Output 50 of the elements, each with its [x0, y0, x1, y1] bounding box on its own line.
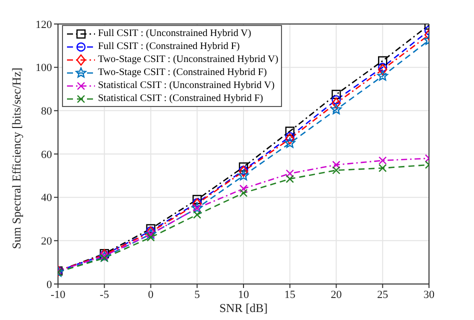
point [285, 133, 294, 144]
x-tick-label: -5 [100, 288, 110, 301]
y-axis-title: Sum Spectral Efficiency [bits/sec/Hz] [9, 68, 24, 249]
point [239, 188, 248, 198]
x-tick-label: 10 [238, 288, 250, 301]
point [192, 194, 202, 204]
point [193, 210, 202, 219]
y-tick-label: 80 [41, 106, 52, 118]
point [239, 184, 248, 193]
x-axis-title: SNR [dB] [219, 301, 268, 315]
y-tick-label: 100 [36, 62, 52, 74]
point [330, 104, 342, 114]
legend-label: Statistical CSIT : (Constrained Hybrid F) [98, 92, 264, 104]
point [332, 95, 341, 104]
x-tick-label: 5 [194, 288, 200, 301]
point [146, 224, 156, 234]
point [238, 170, 249, 180]
y-tick-label: 20 [41, 236, 52, 248]
x-tick-label: -10 [50, 288, 66, 301]
point [378, 164, 387, 172]
legend-label: Statistical CSIT : (Unconstrained Hybrid V) [98, 80, 275, 92]
point [378, 64, 388, 76]
point [286, 169, 294, 178]
point [378, 62, 388, 72]
x-tick-label: 0 [148, 288, 154, 301]
point [238, 162, 248, 172]
point [378, 56, 388, 66]
point [285, 126, 294, 136]
legend-label: Full CSIT : (Constrained Hybrid F) [98, 40, 240, 52]
point [286, 174, 294, 184]
y-tick-label: 120 [36, 18, 52, 31]
point [192, 198, 202, 208]
point [378, 156, 387, 165]
x-tick-label: 20 [330, 288, 342, 301]
y-tick-label: 0 [46, 278, 52, 291]
point [285, 132, 294, 142]
point [332, 90, 341, 100]
x-tick-label: 30 [424, 288, 435, 301]
point [332, 166, 340, 174]
point [332, 97, 341, 109]
legend-label: Two-Stage CSIT : (Unconstrained Hybrid V) [98, 54, 278, 66]
legend-label: Full CSIT : (Unconstrained Hybrid V) [98, 28, 252, 40]
point [284, 138, 296, 148]
legend-label: Two-Stage CSIT : (Constrained Hybrid F) [98, 66, 267, 78]
x-tick-label: 15 [284, 288, 296, 301]
point [377, 70, 388, 81]
x-tick-label: 25 [377, 288, 389, 301]
y-tick-label: 60 [41, 148, 52, 161]
y-tick-label: 40 [41, 192, 52, 204]
point [332, 160, 340, 169]
